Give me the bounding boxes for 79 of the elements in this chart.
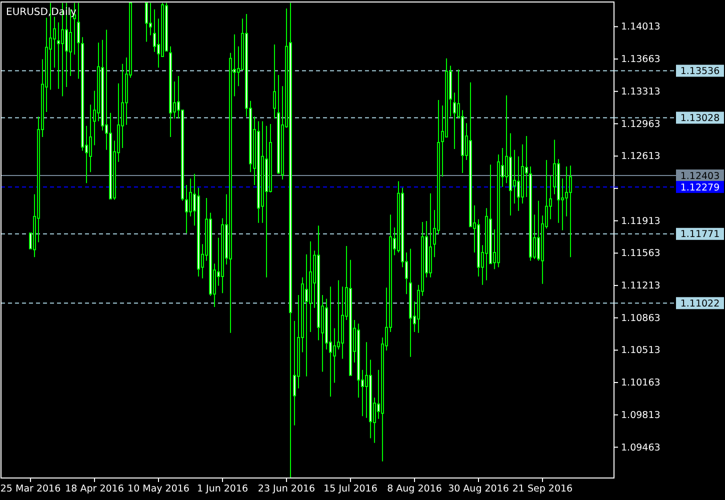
- ref-line-label: 1.11771: [680, 229, 720, 240]
- x-tick-label: 8 Aug 2016: [387, 484, 442, 495]
- candlestick: [349, 259, 352, 376]
- x-tick-label: 15 Jul 2016: [324, 484, 378, 495]
- candlestick: [333, 328, 336, 384]
- candlestick: [453, 92, 456, 150]
- ref-line-label: 1.12279: [680, 182, 720, 194]
- x-tick-label: 23 Jun 2016: [258, 484, 316, 495]
- ref-line-label: 1.13028: [680, 113, 720, 124]
- candlestick: [489, 164, 492, 264]
- candlestick: [277, 74, 280, 174]
- candlestick: [109, 112, 112, 200]
- candlestick: [569, 165, 572, 258]
- candlestick: [557, 158, 560, 224]
- y-tick-label: 1.10163: [621, 378, 660, 389]
- candlestick: [329, 286, 332, 398]
- candlestick: [197, 187, 200, 278]
- y-tick-label: 1.11913: [621, 216, 660, 227]
- candlestick: [497, 154, 500, 268]
- y-tick-label: 1.12963: [621, 118, 660, 130]
- candlestick: [529, 166, 532, 262]
- candlestick: [121, 63, 124, 149]
- candlestick: [525, 136, 528, 198]
- candlestick: [261, 120, 264, 224]
- candlestick: [485, 208, 488, 281]
- candlestick: [273, 44, 276, 119]
- candlestick: [469, 82, 472, 228]
- ref-line-label: 1.12403: [680, 170, 720, 182]
- y-tick-label: 1.10513: [621, 345, 660, 356]
- candlestick: [521, 144, 524, 204]
- candlestick: [341, 286, 344, 360]
- y-tick-label: 1.14013: [621, 22, 660, 33]
- candlestick: [293, 320, 296, 426]
- y-tick-label: 1.09463: [621, 442, 660, 454]
- candlestick: [477, 218, 480, 278]
- candlestick: [221, 218, 224, 294]
- y-tick-label: 1.13663: [621, 54, 660, 66]
- candlestick: [357, 323, 360, 398]
- candlestick: [265, 125, 268, 278]
- x-tick-label: 25 Mar 2016: [0, 484, 61, 495]
- candlestick: [565, 166, 568, 217]
- candlestick: [89, 104, 92, 173]
- candlestick: [101, 39, 104, 131]
- x-tick-label: 1 Jun 2016: [196, 484, 248, 495]
- candlestick: [513, 149, 516, 204]
- y-tick-label: 1.11563: [621, 248, 660, 260]
- ref-line-label: 1.11022: [680, 298, 720, 310]
- candlestick: [57, 22, 60, 90]
- candlestick: [269, 124, 272, 193]
- y-tick-label: 1.10863: [621, 312, 660, 324]
- y-tick-label: 1.13313: [621, 86, 660, 98]
- candlestick: [517, 156, 520, 212]
- candlestick: [509, 132, 512, 216]
- x-tick-label: 30 Aug 2016: [448, 484, 509, 495]
- candlestick: [317, 225, 320, 341]
- x-tick-label: 10 May 2016: [128, 484, 190, 495]
- candlestick: [185, 184, 188, 234]
- candlestick: [53, 16, 56, 68]
- candlestick: [153, 8, 156, 52]
- candlestick: [169, 46, 172, 138]
- candlestick: [369, 359, 372, 439]
- candlestick: [305, 254, 308, 377]
- y-tick-label: 1.12613: [621, 151, 660, 162]
- candlestick: [429, 192, 432, 278]
- ref-line-label: 1.13536: [680, 66, 720, 78]
- x-tick-label: 18 Apr 2016: [65, 484, 124, 495]
- x-tick-label: 21 Sep 2016: [512, 484, 573, 495]
- y-tick-label: 1.09813: [621, 410, 660, 421]
- candlestick: [409, 248, 412, 358]
- candlestick: [537, 200, 540, 262]
- candlestick: [309, 240, 312, 332]
- candlestick: [209, 212, 212, 296]
- candlestick: [325, 298, 328, 350]
- candlestick: [81, 36, 84, 152]
- candlestick: [229, 52, 232, 334]
- candlestick: [189, 178, 192, 217]
- candlestick: [257, 120, 260, 224]
- candlestick: [365, 342, 368, 418]
- y-tick-label: 1.11213: [621, 280, 660, 292]
